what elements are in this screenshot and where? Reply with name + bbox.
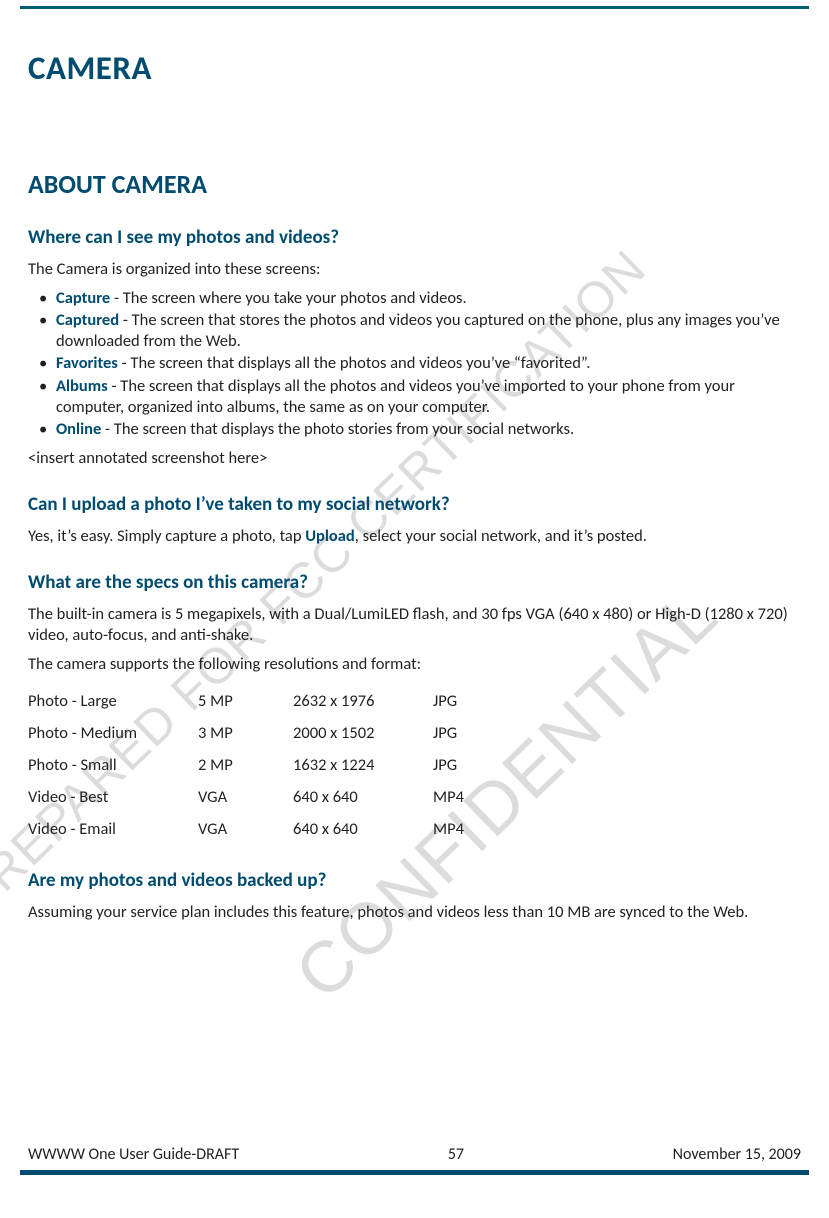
cell: 640 x 640 [293, 813, 433, 845]
cell: 3 MP [198, 717, 293, 749]
term: Online [56, 419, 101, 439]
q2-bold: Upload [305, 526, 355, 546]
page-footer: WWWW One User Guide-DRAFT 57 November 15… [20, 1145, 809, 1175]
cell: Video - Email [28, 813, 198, 845]
footer-row: WWWW One User Guide-DRAFT 57 November 15… [20, 1145, 809, 1170]
q2-body: Yes, it’s easy. Simply capture a photo, … [28, 526, 801, 547]
q4-heading: Are my photos and videos backed up? [28, 869, 801, 892]
cell: VGA [198, 781, 293, 813]
cell: MP4 [433, 781, 504, 813]
top-rule [20, 6, 809, 9]
specs-table: Photo - Large 5 MP 2632 x 1976 JPG Photo… [28, 685, 504, 845]
cell: MP4 [433, 813, 504, 845]
cell: 2632 x 1976 [293, 685, 433, 717]
term: Capture [56, 288, 110, 308]
q3-p1: The built-in camera is 5 megapixels, wit… [28, 604, 801, 646]
q2-post: , select your social network, and it’s p… [355, 526, 647, 546]
q1-intro: The Camera is organized into these scree… [28, 259, 801, 280]
q1-heading: Where can I see my photos and videos? [28, 226, 801, 249]
term-desc: - The screen that stores the photos and … [56, 310, 780, 351]
cell: 1632 x 1224 [293, 749, 433, 781]
term: Captured [56, 310, 119, 330]
list-item: Albums - The screen that displays all th… [28, 376, 801, 418]
cell: Video - Best [28, 781, 198, 813]
table-row: Photo - Medium 3 MP 2000 x 1502 JPG [28, 717, 504, 749]
term-desc: - The screen that displays the photo sto… [101, 419, 574, 439]
list-item: Captured - The screen that stores the ph… [28, 310, 801, 352]
cell: Photo - Small [28, 749, 198, 781]
table-row: Photo - Small 2 MP 1632 x 1224 JPG [28, 749, 504, 781]
cell: JPG [433, 749, 504, 781]
q3-p2: The camera supports the following resolu… [28, 654, 801, 675]
footer-rule [20, 1170, 809, 1175]
q1-placeholder: <insert annotated screenshot here> [28, 448, 801, 469]
list-item: Capture - The screen where you take your… [28, 288, 801, 309]
table-row: Photo - Large 5 MP 2632 x 1976 JPG [28, 685, 504, 717]
page-content: CAMERA ABOUT CAMERA Where can I see my p… [20, 28, 809, 1129]
cell: 5 MP [198, 685, 293, 717]
term: Favorites [56, 353, 118, 373]
term-desc: - The screen that displays all the photo… [118, 353, 591, 373]
cell: Photo - Large [28, 685, 198, 717]
q2-heading: Can I upload a photo I’ve taken to my so… [28, 493, 801, 516]
term: Albums [56, 376, 108, 396]
cell: 2000 x 1502 [293, 717, 433, 749]
table-row: Video - Best VGA 640 x 640 MP4 [28, 781, 504, 813]
q1-list: Capture - The screen where you take your… [28, 288, 801, 440]
list-item: Favorites - The screen that displays all… [28, 353, 801, 374]
section-heading: ABOUT CAMERA [28, 168, 801, 200]
cell: VGA [198, 813, 293, 845]
page-title: CAMERA [28, 48, 801, 88]
cell: JPG [433, 685, 504, 717]
cell: 640 x 640 [293, 781, 433, 813]
term-desc: - The screen where you take your photos … [110, 288, 466, 308]
footer-page-number: 57 [448, 1145, 464, 1164]
term-desc: - The screen that displays all the photo… [56, 376, 735, 417]
cell: 2 MP [198, 749, 293, 781]
q4-body: Assuming your service plan includes this… [28, 902, 801, 923]
table-row: Video - Email VGA 640 x 640 MP4 [28, 813, 504, 845]
list-item: Online - The screen that displays the ph… [28, 419, 801, 440]
footer-left: WWWW One User Guide-DRAFT [28, 1145, 239, 1164]
footer-date: November 15, 2009 [673, 1145, 801, 1164]
q2-pre: Yes, it’s easy. Simply capture a photo, … [28, 526, 305, 546]
cell: JPG [433, 717, 504, 749]
cell: Photo - Medium [28, 717, 198, 749]
q3-heading: What are the specs on this camera? [28, 571, 801, 594]
